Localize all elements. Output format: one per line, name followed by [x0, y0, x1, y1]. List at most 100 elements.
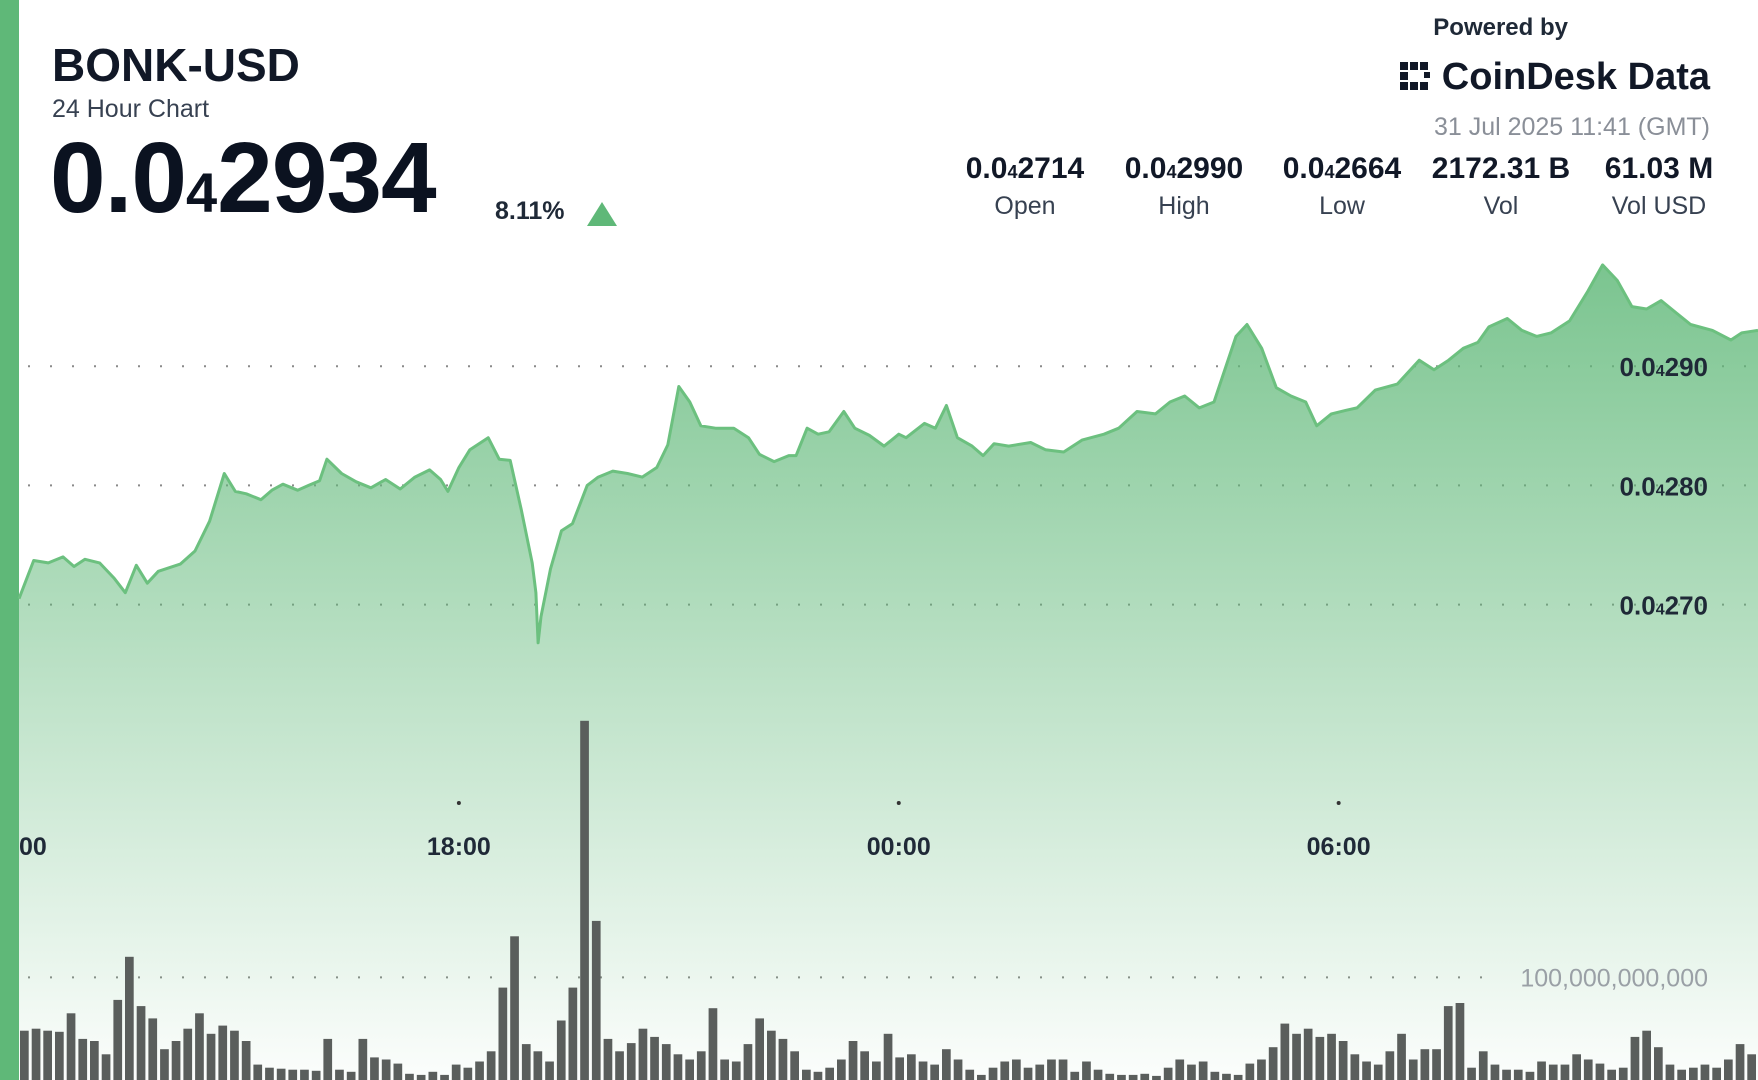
volume-bar — [43, 1030, 52, 1080]
stat-vol: 2172.31 B Vol — [1421, 152, 1581, 221]
volume-bar — [1724, 1059, 1733, 1080]
brand-logo[interactable]: CoinDesk Data — [1396, 56, 1710, 99]
volume-bar — [1187, 1064, 1196, 1080]
volume-bar — [1642, 1030, 1651, 1080]
x-tick-label: 06:00 — [1307, 833, 1371, 861]
volume-bar — [930, 1064, 939, 1080]
volume-bar — [125, 956, 134, 1080]
volume-bar — [977, 1074, 986, 1080]
volume-bar — [1630, 1036, 1640, 1080]
volume-bar — [1747, 1054, 1756, 1080]
volume-bar — [183, 1028, 193, 1080]
y-tick-label: 0.04280 — [1620, 471, 1708, 501]
volume-bar — [1000, 1061, 1010, 1080]
volume-bars — [20, 720, 1756, 1080]
volume-bar — [521, 1044, 531, 1080]
volume-bar — [346, 1071, 356, 1080]
current-price: 0.042934 — [50, 128, 437, 243]
volume-bar — [825, 1067, 834, 1080]
volume-bar — [1373, 1064, 1383, 1080]
volume-bar — [1443, 1006, 1453, 1080]
volume-bar — [265, 1067, 274, 1080]
volume-tick-label: 100,000,000,000 — [1520, 964, 1708, 992]
x-tick-label: 18:00 — [427, 833, 491, 861]
volume-bar — [1117, 1074, 1126, 1080]
volume-bar — [1607, 1069, 1616, 1080]
stat-value: 61.03 M — [1604, 152, 1714, 185]
volume-bar — [556, 1020, 566, 1080]
volume-bar — [1035, 1064, 1045, 1080]
volume-bar — [1082, 1061, 1091, 1080]
volume-bar — [953, 1059, 963, 1080]
volume-bar — [66, 1013, 76, 1080]
volume-bar — [405, 1073, 414, 1080]
volume-bar — [580, 720, 589, 1080]
volume-bar — [323, 1038, 333, 1080]
volume-bar — [720, 1059, 729, 1080]
volume-bar — [218, 1025, 228, 1080]
stat-value: 0.042714 — [965, 152, 1085, 185]
volume-bar — [907, 1054, 916, 1080]
volume-bar — [661, 1044, 671, 1080]
stat-high: 0.042990 High — [1104, 152, 1264, 221]
volume-bar — [1058, 1059, 1068, 1080]
volume-bar — [813, 1071, 823, 1080]
volume-bar — [638, 1028, 648, 1080]
volume-bar — [20, 1030, 29, 1080]
volume-bar — [1618, 1067, 1628, 1080]
stat-value: 0.042664 — [1282, 152, 1402, 185]
x-axis-labels: 00 18:00 00:00 06:00 — [19, 801, 1371, 861]
volume-bar — [90, 1041, 99, 1080]
volume-bar — [1105, 1073, 1115, 1080]
volume-bar — [1362, 1061, 1371, 1080]
price-digits: 2934 — [217, 122, 436, 234]
volume-bar — [743, 1044, 753, 1080]
volume-bar — [498, 987, 508, 1080]
stat-label: Vol — [1483, 192, 1519, 220]
volume-bar — [206, 1033, 216, 1080]
x-tick-mark — [896, 801, 901, 805]
volume-bar — [416, 1074, 426, 1080]
price-prefix: 0.0 — [50, 122, 187, 234]
chart-subtitle: 24 Hour Chart — [52, 95, 210, 123]
volume-bar — [918, 1061, 928, 1080]
stat-low: 0.042664 Low — [1262, 152, 1422, 221]
volume-bar — [626, 1043, 636, 1080]
y-axis-labels: 0.04290 0.04280 0.04270 — [1620, 352, 1708, 620]
volume-bar — [1583, 1059, 1593, 1080]
volume-bar — [160, 1049, 169, 1080]
volume-bar — [1222, 1073, 1231, 1080]
volume-bar — [860, 1051, 869, 1080]
volume-bar — [1303, 1028, 1313, 1080]
volume-bar — [1292, 1033, 1301, 1080]
volume-bar — [1350, 1054, 1360, 1080]
volume-bar — [300, 1069, 309, 1080]
stat-value: 0.042990 — [1124, 152, 1244, 185]
accent-bar — [0, 0, 19, 1080]
volume-bar — [381, 1059, 391, 1080]
volume-bar — [755, 1018, 764, 1080]
volume-bar — [1572, 1054, 1581, 1080]
volume-bar — [1654, 1047, 1663, 1080]
stat-label: Open — [994, 192, 1056, 220]
volume-bar — [1432, 1049, 1441, 1080]
volume-bar — [113, 999, 123, 1080]
volume-bar — [965, 1069, 975, 1080]
volume-bar — [1595, 1063, 1605, 1080]
volume-bar — [673, 1054, 683, 1080]
volume-bar — [895, 1057, 904, 1080]
volume-bar — [1315, 1036, 1325, 1080]
volume-bar — [1397, 1033, 1406, 1080]
stat-value: 2172.31 B — [1431, 152, 1571, 185]
volume-bar — [1513, 1069, 1523, 1080]
volume-bar — [591, 920, 601, 1080]
volume-bar — [1677, 1069, 1686, 1080]
volume-bar — [685, 1059, 694, 1080]
volume-bar — [1070, 1071, 1080, 1080]
volume-bar — [1735, 1044, 1745, 1080]
volume-bar — [802, 1069, 811, 1080]
volume-bar — [241, 1041, 251, 1080]
volume-bar — [650, 1036, 659, 1080]
volume-bar — [1338, 1041, 1348, 1080]
